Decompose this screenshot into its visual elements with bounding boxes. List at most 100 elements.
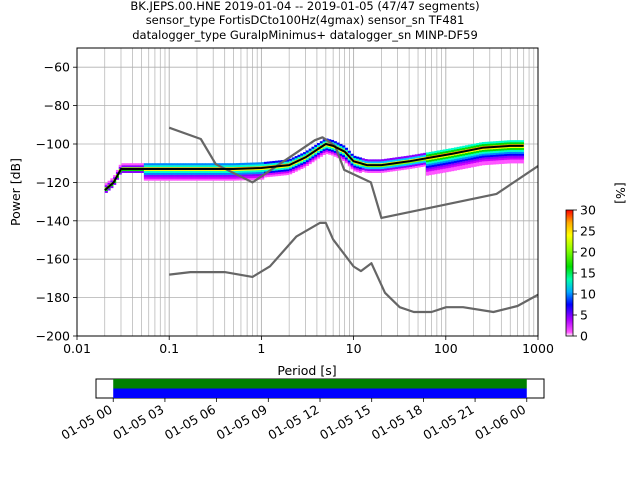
histogram-cell (479, 163, 483, 166)
histogram-cell (280, 171, 284, 174)
histogram-cell (476, 152, 480, 155)
histogram-cell (451, 165, 455, 168)
histogram-cell (425, 163, 430, 167)
histogram-cell (155, 172, 159, 175)
histogram-cell (462, 163, 466, 166)
histogram-cell (389, 159, 393, 163)
histogram-cell (208, 163, 212, 166)
histogram-cell (255, 171, 259, 175)
histogram-cell (135, 163, 139, 166)
histogram-cell (244, 172, 248, 175)
histogram-cell (462, 159, 466, 162)
histogram-cell (462, 161, 466, 164)
histogram-cell (104, 190, 108, 193)
histogram-cell (484, 161, 488, 164)
histogram-cell (104, 183, 108, 186)
histogram-cell (498, 142, 502, 145)
histogram-cell (230, 163, 234, 166)
histogram-cell (185, 172, 189, 175)
histogram-cell (465, 154, 469, 157)
histogram-cell (249, 174, 254, 177)
histogram-cell (456, 164, 460, 167)
histogram-cell (442, 168, 446, 171)
histogram-cell (255, 170, 259, 173)
histogram-cell (269, 172, 273, 175)
histogram-cell (470, 146, 474, 149)
histogram-cell (205, 174, 209, 177)
histogram-cell (428, 157, 432, 160)
histogram-cell (370, 159, 374, 162)
histogram-cell (423, 154, 427, 157)
histogram-cell (392, 167, 396, 170)
histogram-cell (448, 150, 452, 153)
histogram-cell (518, 147, 522, 150)
histogram-cell (143, 170, 147, 173)
histogram-cell (504, 150, 508, 153)
histogram-cell (350, 165, 354, 168)
histogram-cell (166, 176, 170, 179)
histogram-cell (247, 174, 251, 177)
histogram-cell (495, 152, 499, 155)
histogram-cell (222, 170, 226, 173)
histogram-cell (289, 172, 293, 175)
histogram-cell (406, 163, 410, 166)
histogram-cell (442, 151, 446, 154)
histogram-cell (353, 157, 357, 160)
histogram-cell (484, 147, 488, 150)
histogram-cell (277, 168, 282, 171)
histogram-cell (157, 174, 161, 177)
histogram-cell (297, 168, 301, 171)
histogram-cell (445, 160, 449, 163)
histogram-cell (297, 154, 301, 157)
histogram-cell (492, 162, 497, 165)
histogram-cell (238, 164, 242, 168)
histogram-cell (506, 151, 511, 154)
histogram-cell (442, 157, 446, 160)
histogram-cell (353, 169, 357, 172)
histogram-cell (185, 176, 189, 179)
histogram-cell (434, 158, 438, 161)
histogram-cell (389, 165, 393, 168)
histogram-cell (515, 159, 519, 162)
histogram-cell (336, 142, 340, 145)
histogram-cell (398, 162, 402, 165)
histogram-cell (152, 163, 156, 166)
histogram-cell (249, 170, 254, 173)
histogram-cell (168, 176, 173, 179)
histogram-cell (403, 156, 407, 159)
histogram-cell (467, 146, 471, 149)
histogram-cell (294, 167, 298, 170)
histogram-cell (425, 173, 430, 176)
histogram-cell (163, 168, 167, 172)
histogram-cell (459, 165, 463, 168)
histogram-cell (372, 159, 376, 162)
coverage-bars (113, 379, 527, 398)
histogram-cell (498, 140, 502, 143)
histogram-cell (132, 170, 136, 173)
histogram-cell (384, 158, 388, 161)
histogram-cell (479, 152, 483, 155)
histogram-cell (157, 165, 161, 168)
histogram-cell (182, 170, 187, 173)
histogram-cell (501, 146, 505, 149)
histogram-cell (481, 159, 485, 162)
coverage-bar-psd (113, 388, 527, 398)
histogram-cell (171, 172, 175, 175)
histogram-cell (269, 167, 273, 170)
histogram-cell (129, 165, 133, 168)
histogram-cell (311, 154, 315, 157)
histogram-cell (384, 160, 388, 163)
coverage-tick-label: 01-05 21 (420, 402, 476, 443)
histogram-cell (289, 158, 293, 161)
psd-histogram (104, 138, 525, 193)
histogram-cell (182, 172, 187, 175)
histogram-cell (356, 164, 360, 167)
histogram-cell (490, 152, 494, 156)
histogram-cell (155, 178, 159, 181)
histogram-cell (314, 154, 318, 157)
histogram-cell (210, 170, 214, 173)
histogram-cell (308, 150, 312, 153)
histogram-cell (199, 163, 203, 166)
histogram-cell (481, 157, 485, 160)
histogram-cell (479, 148, 483, 151)
